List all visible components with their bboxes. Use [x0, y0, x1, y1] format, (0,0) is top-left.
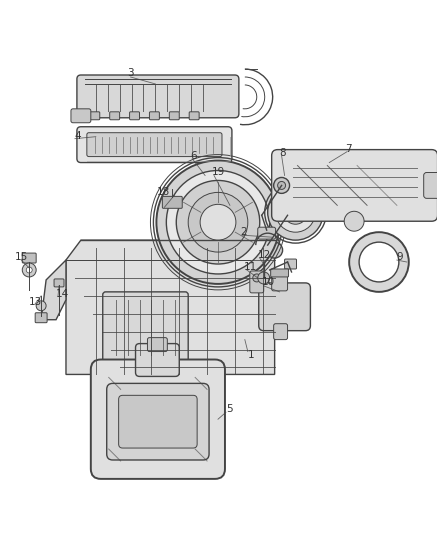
Circle shape	[166, 171, 270, 274]
Circle shape	[359, 242, 399, 282]
FancyBboxPatch shape	[250, 271, 264, 293]
FancyBboxPatch shape	[258, 227, 276, 239]
Circle shape	[268, 184, 323, 240]
FancyBboxPatch shape	[77, 127, 232, 163]
Text: 2: 2	[240, 227, 247, 237]
Circle shape	[258, 272, 270, 284]
FancyBboxPatch shape	[77, 75, 239, 118]
FancyBboxPatch shape	[170, 112, 179, 120]
FancyBboxPatch shape	[259, 283, 311, 330]
Text: 5: 5	[226, 404, 233, 414]
Circle shape	[200, 204, 236, 240]
Circle shape	[344, 211, 364, 231]
FancyBboxPatch shape	[135, 344, 179, 376]
FancyBboxPatch shape	[285, 259, 297, 269]
Polygon shape	[66, 240, 275, 375]
Circle shape	[36, 301, 46, 311]
FancyBboxPatch shape	[90, 112, 100, 120]
Text: 19: 19	[212, 167, 225, 177]
FancyBboxPatch shape	[110, 112, 120, 120]
Circle shape	[274, 177, 290, 193]
FancyBboxPatch shape	[274, 324, 288, 340]
Text: 12: 12	[258, 250, 271, 260]
Text: 14: 14	[56, 289, 69, 299]
Circle shape	[188, 192, 248, 252]
Polygon shape	[41, 260, 66, 320]
FancyBboxPatch shape	[91, 360, 225, 479]
FancyBboxPatch shape	[162, 196, 182, 208]
FancyBboxPatch shape	[35, 313, 47, 322]
Text: 7: 7	[345, 143, 352, 154]
FancyBboxPatch shape	[119, 395, 197, 448]
Text: 8: 8	[279, 148, 286, 158]
FancyBboxPatch shape	[424, 173, 438, 198]
Circle shape	[276, 192, 315, 232]
Circle shape	[26, 267, 32, 273]
FancyBboxPatch shape	[148, 337, 167, 352]
FancyBboxPatch shape	[22, 253, 36, 263]
FancyBboxPatch shape	[54, 279, 64, 287]
FancyBboxPatch shape	[272, 150, 438, 221]
FancyBboxPatch shape	[189, 112, 199, 120]
Text: 6: 6	[190, 151, 197, 160]
FancyBboxPatch shape	[271, 269, 289, 277]
Circle shape	[283, 200, 307, 224]
Text: 15: 15	[14, 252, 28, 262]
FancyBboxPatch shape	[272, 272, 288, 291]
Circle shape	[267, 242, 283, 258]
Circle shape	[22, 263, 36, 277]
Circle shape	[176, 181, 260, 264]
Circle shape	[253, 274, 261, 282]
Circle shape	[278, 181, 286, 189]
Circle shape	[349, 232, 409, 292]
Text: 1: 1	[248, 350, 254, 360]
Circle shape	[156, 160, 279, 284]
FancyBboxPatch shape	[107, 383, 209, 460]
FancyBboxPatch shape	[149, 112, 159, 120]
FancyBboxPatch shape	[130, 112, 140, 120]
Text: 10: 10	[262, 277, 275, 287]
FancyBboxPatch shape	[71, 109, 91, 123]
FancyBboxPatch shape	[87, 133, 222, 157]
Text: 11: 11	[244, 262, 257, 272]
Text: 4: 4	[75, 131, 81, 141]
FancyBboxPatch shape	[103, 292, 188, 362]
Text: 9: 9	[397, 252, 403, 262]
Text: 18: 18	[157, 188, 170, 197]
Text: 3: 3	[127, 68, 134, 78]
Text: 13: 13	[28, 297, 42, 307]
